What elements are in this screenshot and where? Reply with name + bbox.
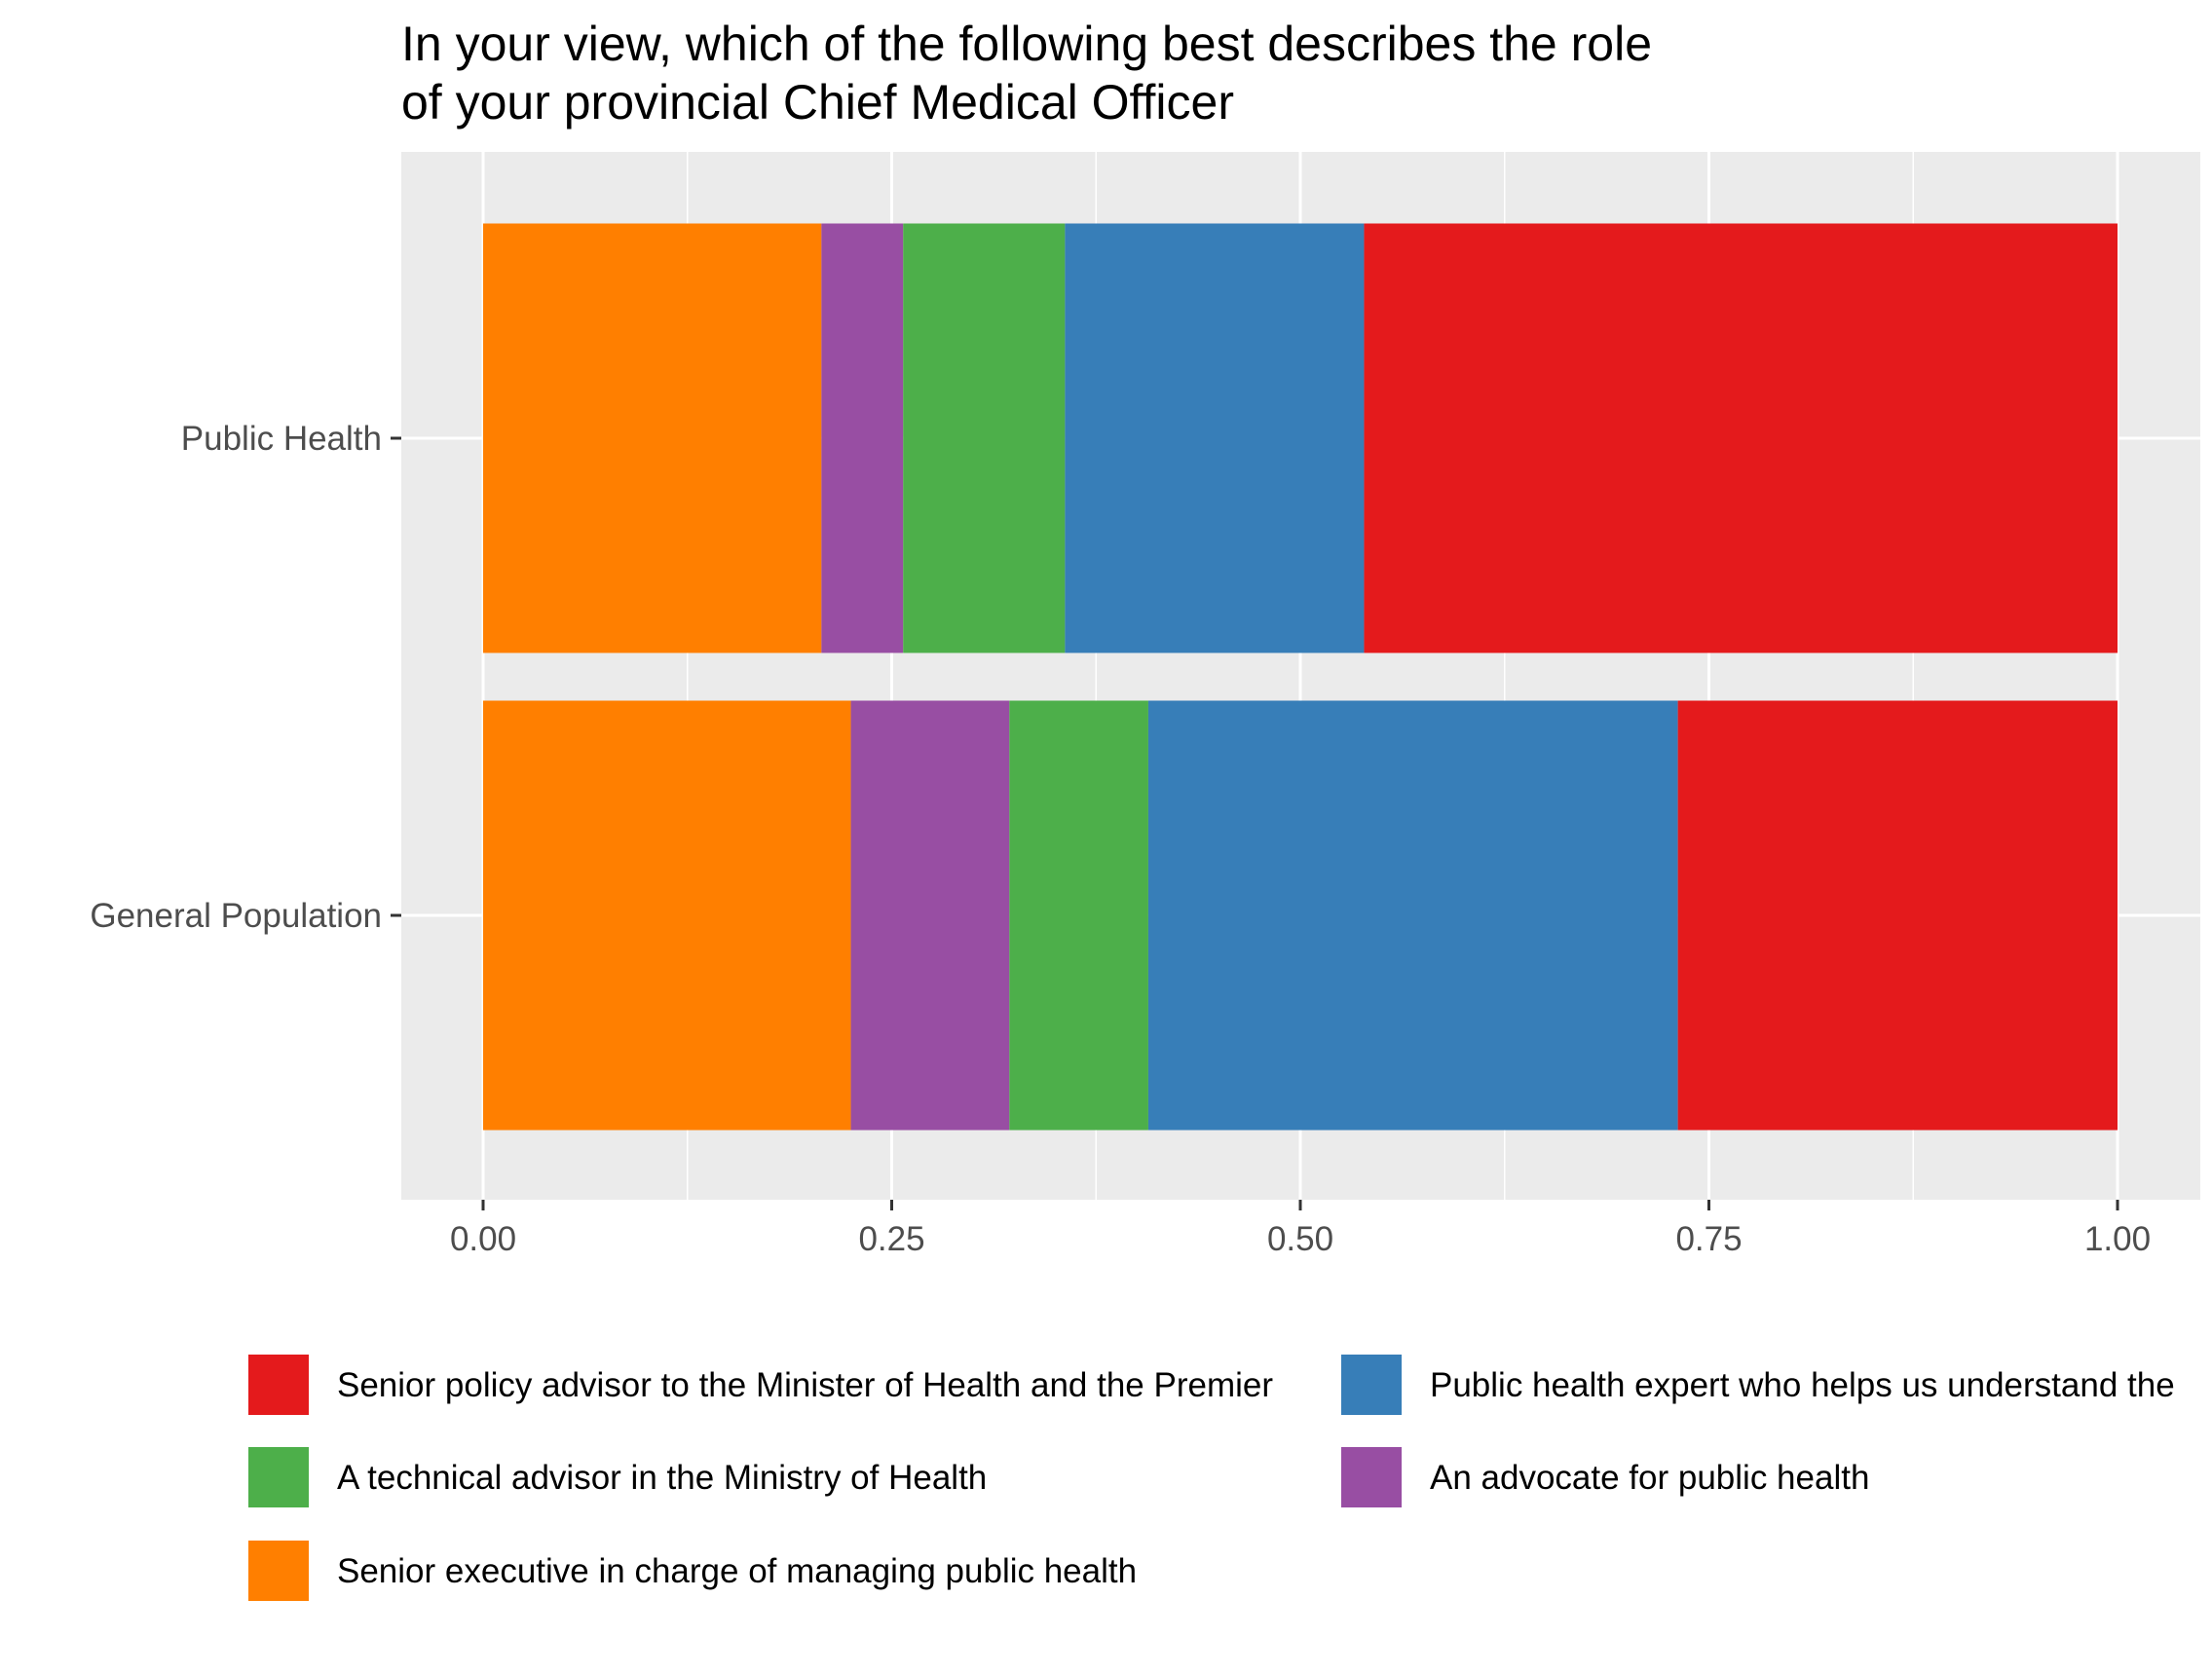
bar-public-health-a-technical-advisor-in-the-ministry-of-h: [903, 224, 1065, 653]
legend-key-public-health-expert-who-helps-us-unders: [1340, 1354, 1403, 1416]
legend-key-an-advocate-for-public-health: [1340, 1446, 1403, 1508]
bar-general-population-an-advocate-for-public-health: [851, 701, 1010, 1131]
bar-general-population-senior-policy-advisor-to-the-minister-of: [1678, 701, 2118, 1131]
x-axis: 0.00 0.25 0.50 0.75 1.00: [450, 1200, 2151, 1258]
chart-title-line-2: of your provincial Chief Medical Officer: [401, 75, 1234, 130]
x-tick-label: 0.00: [450, 1220, 516, 1258]
bar-public-health-senior-executive-in-charge-of-managing-p: [483, 224, 821, 653]
bar-general-population-senior-executive-in-charge-of-managing-p: [483, 701, 851, 1131]
legend-label-senior-policy-advisor-to-the-minister-of: Senior policy advisor to the Minister of…: [337, 1366, 1273, 1404]
x-tick-label: 0.75: [1675, 1220, 1742, 1258]
bar-general-population-public-health-expert-who-helps-us-unders: [1148, 701, 1678, 1131]
legend-label-senior-executive-in-charge-of-managing-p: Senior executive in charge of managing p…: [337, 1552, 1137, 1590]
y-axis: Public Health General Population: [90, 420, 401, 935]
legend-key-a-technical-advisor-in-the-ministry-of-h: [247, 1446, 310, 1508]
legend-key-senior-executive-in-charge-of-managing-p: [247, 1540, 310, 1602]
x-tick-label: 0.50: [1267, 1220, 1333, 1258]
legend: Senior policy advisor to the Minister of…: [247, 1354, 2175, 1602]
legend-label-public-health-expert-who-helps-us-unders: Public health expert who helps us unders…: [1430, 1366, 2175, 1404]
bar-public-health-senior-policy-advisor-to-the-minister-of: [1364, 224, 2118, 653]
legend-key-senior-policy-advisor-to-the-minister-of: [247, 1354, 310, 1416]
bar-public-health-an-advocate-for-public-health: [821, 224, 903, 653]
y-tick-label-general-population: General Population: [90, 897, 382, 935]
legend-label-an-advocate-for-public-health: An advocate for public health: [1430, 1459, 1869, 1497]
legend-label-a-technical-advisor-in-the-ministry-of-h: A technical advisor in the Ministry of H…: [337, 1459, 987, 1497]
x-tick-label: 0.25: [858, 1220, 924, 1258]
y-tick-label-public-health: Public Health: [181, 420, 382, 458]
chart-title-line-1: In your view, which of the following bes…: [401, 17, 1652, 71]
bar-general-population-a-technical-advisor-in-the-ministry-of-h: [1009, 701, 1148, 1131]
x-tick-label: 1.00: [2084, 1220, 2151, 1258]
bar-public-health-public-health-expert-who-helps-us-unders: [1065, 224, 1364, 653]
